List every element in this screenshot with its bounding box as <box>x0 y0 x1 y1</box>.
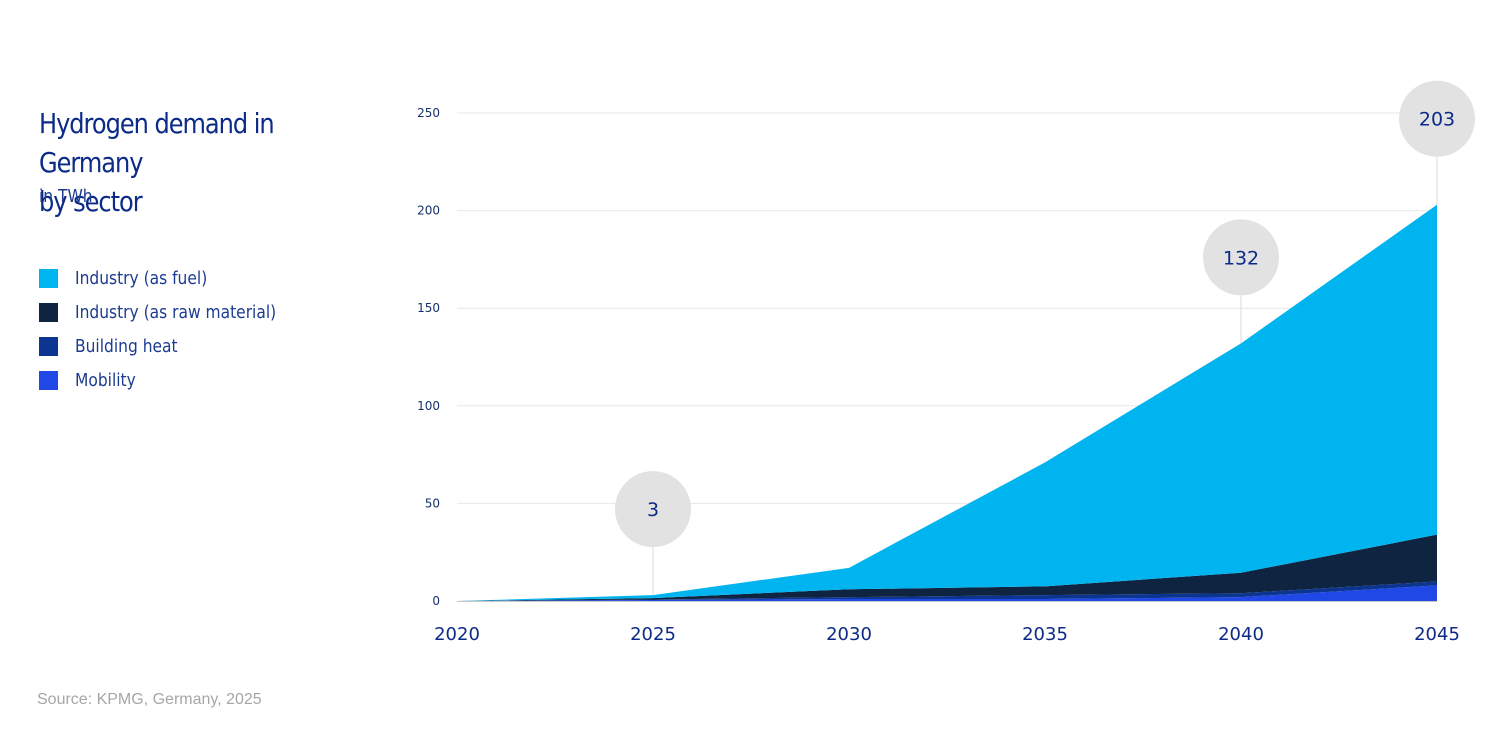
x-tick-label-2035: 2035 <box>1022 624 1068 645</box>
chart-title-line-1: Hydrogen demand in Germany <box>39 107 275 179</box>
legend-label-industry-raw: Industry (as raw material) <box>75 301 277 323</box>
x-tick-label-2045: 2045 <box>1414 624 1460 645</box>
y-tick-label-50: 50 <box>425 496 440 510</box>
area-industry-as-raw-material <box>457 534 1437 601</box>
area-layer <box>457 204 1437 601</box>
annotation-label-2025: 3 <box>647 499 659 521</box>
chart-subtitle: in TWh <box>39 186 93 207</box>
y-tick-label-0: 0 <box>432 594 440 608</box>
y-tick-label-200: 200 <box>417 204 440 218</box>
chart-title-line-2: by sector <box>39 185 143 218</box>
area-building-heat <box>457 581 1437 601</box>
legend-item-industry-raw: Industry (as raw material) <box>39 295 309 329</box>
legend-swatch-mobility <box>39 370 58 390</box>
y-tick-label-250: 250 <box>417 106 440 120</box>
legend-swatch-industry-fuel <box>39 268 58 288</box>
annotation-bubble-2040 <box>1203 219 1279 296</box>
area-mobility <box>457 585 1437 601</box>
annotation-bubble-2045 <box>1399 80 1475 157</box>
legend-swatch-industry-raw <box>39 302 58 322</box>
chart-legend: Industry (as fuel) Industry (as raw mate… <box>39 261 309 397</box>
annotation-layer: 3 132 203 <box>615 80 1475 596</box>
legend-swatch-building-heat <box>39 336 58 356</box>
legend-label-mobility: Mobility <box>75 369 136 391</box>
x-tick-label-2040: 2040 <box>1218 624 1264 645</box>
x-tick-label-2025: 2025 <box>630 624 676 645</box>
legend-item-mobility: Mobility <box>39 363 309 397</box>
y-tick-label-150: 150 <box>417 301 440 315</box>
legend-label-industry-fuel: Industry (as fuel) <box>75 267 208 289</box>
source-note: Source: KPMG, Germany, 2025 <box>37 691 262 708</box>
legend-label-building-heat: Building heat <box>75 335 178 357</box>
annotation-label-2040: 132 <box>1223 247 1259 269</box>
x-tick-label-2020: 2020 <box>434 624 480 645</box>
legend-item-building-heat: Building heat <box>39 329 309 363</box>
area-industry-as-fuel <box>457 204 1437 601</box>
legend-item-industry-fuel: Industry (as fuel) <box>39 261 309 295</box>
annotation-label-2045: 203 <box>1419 109 1455 131</box>
chart-title: Hydrogen demand in Germany by sector <box>39 104 349 221</box>
y-tick-label-100: 100 <box>417 399 440 413</box>
x-tick-label-2030: 2030 <box>826 624 872 645</box>
axis-layer: 0 50 100 150 200 250 2020 2025 2030 2035 2040 2045 <box>417 106 1460 645</box>
annotation-bubble-2025 <box>615 471 691 548</box>
